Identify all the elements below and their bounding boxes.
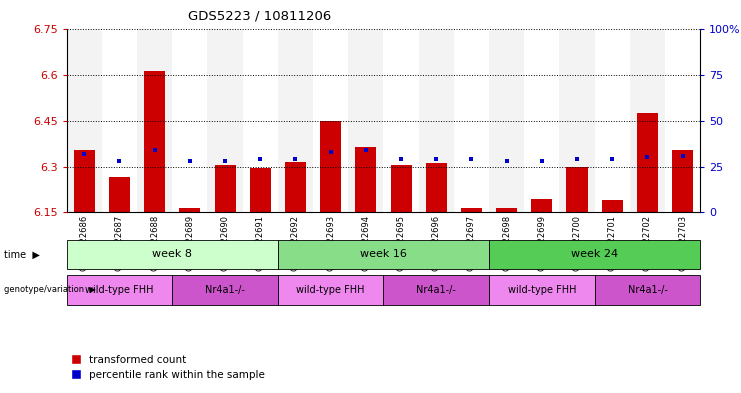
Bar: [173, 275, 278, 305]
Bar: [425, 163, 447, 212]
Bar: [250, 168, 271, 212]
Text: genotype/variation  ▶: genotype/variation ▶: [4, 285, 96, 294]
Bar: [243, 29, 278, 212]
Bar: [489, 275, 594, 305]
Bar: [489, 240, 700, 269]
Bar: [630, 29, 665, 212]
Bar: [525, 29, 559, 212]
Bar: [595, 275, 700, 305]
Bar: [384, 275, 489, 305]
Bar: [109, 177, 130, 212]
Bar: [285, 162, 306, 212]
Legend: transformed count, percentile rank within the sample: transformed count, percentile rank withi…: [72, 355, 265, 380]
Bar: [320, 121, 341, 212]
Text: time  ▶: time ▶: [4, 250, 39, 259]
Bar: [278, 275, 384, 305]
Bar: [461, 208, 482, 212]
Bar: [672, 150, 694, 212]
Text: Nr4a1-/-: Nr4a1-/-: [416, 285, 456, 295]
Bar: [348, 29, 384, 212]
Bar: [419, 29, 453, 212]
Bar: [531, 198, 553, 212]
Bar: [207, 29, 243, 212]
Text: GDS5223 / 10811206: GDS5223 / 10811206: [187, 10, 331, 23]
Bar: [67, 240, 278, 269]
Bar: [496, 208, 517, 212]
Text: wild-type FHH: wild-type FHH: [85, 285, 153, 295]
Bar: [637, 113, 658, 212]
Text: week 24: week 24: [571, 250, 618, 259]
Bar: [489, 29, 525, 212]
Bar: [137, 29, 173, 212]
Text: wild-type FHH: wild-type FHH: [508, 285, 576, 295]
Text: week 8: week 8: [153, 250, 192, 259]
Bar: [67, 275, 173, 305]
Bar: [215, 165, 236, 212]
Bar: [313, 29, 348, 212]
Text: week 16: week 16: [360, 250, 407, 259]
Bar: [665, 29, 700, 212]
Text: wild-type FHH: wild-type FHH: [296, 285, 365, 295]
Text: Nr4a1-/-: Nr4a1-/-: [205, 285, 245, 295]
Bar: [595, 29, 630, 212]
Bar: [278, 240, 489, 269]
Bar: [453, 29, 489, 212]
Bar: [559, 29, 594, 212]
Bar: [384, 29, 419, 212]
Bar: [566, 167, 588, 212]
Bar: [391, 165, 412, 212]
Bar: [73, 150, 95, 212]
Bar: [278, 29, 313, 212]
Bar: [602, 200, 622, 212]
Bar: [144, 71, 165, 212]
Bar: [172, 29, 207, 212]
Bar: [179, 208, 200, 212]
Bar: [102, 29, 137, 212]
Bar: [67, 29, 102, 212]
Bar: [356, 147, 376, 212]
Text: Nr4a1-/-: Nr4a1-/-: [628, 285, 668, 295]
